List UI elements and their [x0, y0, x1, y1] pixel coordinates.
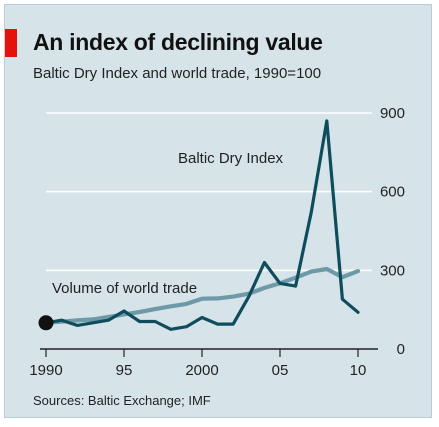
- chart-title: An index of declining value: [33, 29, 323, 55]
- annotation-world-trade: Volume of world trade: [52, 280, 197, 297]
- base-year-marker: [38, 315, 54, 331]
- y-tick-label-600: 600: [380, 184, 405, 201]
- chart-source: Sources: Baltic Exchange; IMF: [33, 393, 211, 408]
- series-line-baltic-dry-index: [44, 119, 360, 331]
- x-tick-label-2005: 05: [272, 362, 289, 379]
- x-tick-label-2010: 10: [350, 362, 367, 379]
- annotation-baltic-dry-index: Baltic Dry Index: [178, 150, 284, 167]
- y-tick-label-0: 0: [397, 341, 405, 358]
- x-tick-label-1990: 1990: [29, 362, 62, 379]
- series-line-world-trade: [43, 266, 361, 325]
- x-tick-label-1995: 95: [116, 362, 133, 379]
- y-tick-label-300: 300: [380, 262, 405, 279]
- brand-tag: [5, 29, 17, 57]
- x-tick-label-2000: 2000: [185, 362, 218, 379]
- chart-subtitle: Baltic Dry Index and world trade, 1990=1…: [33, 65, 322, 82]
- y-tick-label-900: 900: [380, 105, 405, 122]
